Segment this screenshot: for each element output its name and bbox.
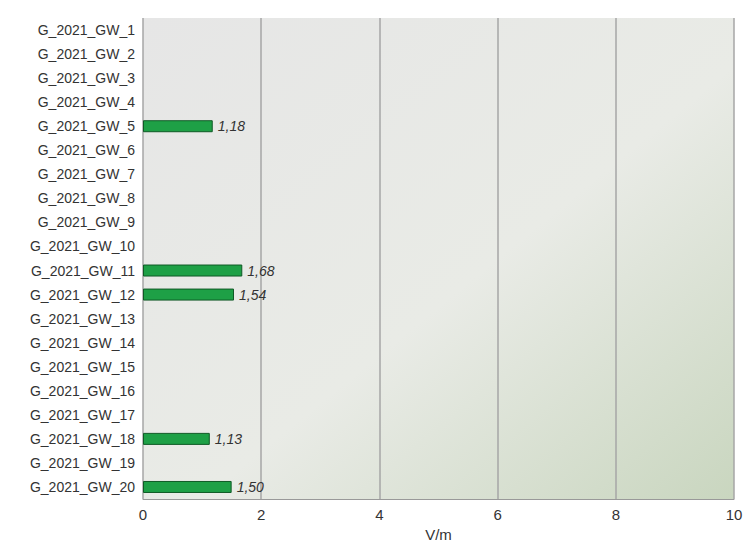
svg-text:4: 4 [375, 506, 383, 523]
svg-text:G_2021_GW_13: G_2021_GW_13 [30, 311, 135, 327]
svg-text:G_2021_GW_16: G_2021_GW_16 [30, 383, 135, 399]
svg-text:V/m: V/m [425, 526, 452, 543]
svg-text:G_2021_GW_10: G_2021_GW_10 [30, 238, 135, 254]
svg-text:0: 0 [139, 506, 147, 523]
svg-text:G_2021_GW_17: G_2021_GW_17 [30, 407, 135, 423]
svg-text:G_2021_GW_18: G_2021_GW_18 [30, 431, 135, 447]
svg-text:G_2021_GW_15: G_2021_GW_15 [30, 359, 135, 375]
svg-text:G_2021_GW_8: G_2021_GW_8 [38, 190, 135, 206]
svg-text:G_2021_GW_12: G_2021_GW_12 [30, 287, 135, 303]
svg-text:G_2021_GW_7: G_2021_GW_7 [38, 166, 135, 182]
svg-text:G_2021_GW_5: G_2021_GW_5 [38, 118, 135, 134]
svg-text:G_2021_GW_20: G_2021_GW_20 [30, 479, 135, 495]
svg-text:2: 2 [257, 506, 265, 523]
svg-text:G_2021_GW_14: G_2021_GW_14 [30, 335, 135, 351]
svg-text:1,13: 1,13 [215, 431, 242, 447]
svg-text:G_2021_GW_1: G_2021_GW_1 [38, 22, 135, 38]
svg-text:1,54: 1,54 [239, 287, 266, 303]
svg-text:G_2021_GW_6: G_2021_GW_6 [38, 142, 135, 158]
svg-text:10: 10 [726, 506, 743, 523]
svg-text:G_2021_GW_11: G_2021_GW_11 [31, 263, 135, 279]
svg-text:G_2021_GW_4: G_2021_GW_4 [38, 94, 135, 110]
svg-text:6: 6 [493, 506, 501, 523]
svg-text:G_2021_GW_9: G_2021_GW_9 [38, 214, 135, 230]
svg-text:1,18: 1,18 [218, 118, 245, 134]
svg-text:1,68: 1,68 [247, 263, 274, 279]
svg-text:1,50: 1,50 [237, 479, 264, 495]
svg-text:8: 8 [612, 506, 620, 523]
svg-text:G_2021_GW_3: G_2021_GW_3 [38, 70, 135, 86]
svg-text:G_2021_GW_19: G_2021_GW_19 [30, 455, 135, 471]
svg-text:G_2021_GW_2: G_2021_GW_2 [38, 46, 135, 62]
